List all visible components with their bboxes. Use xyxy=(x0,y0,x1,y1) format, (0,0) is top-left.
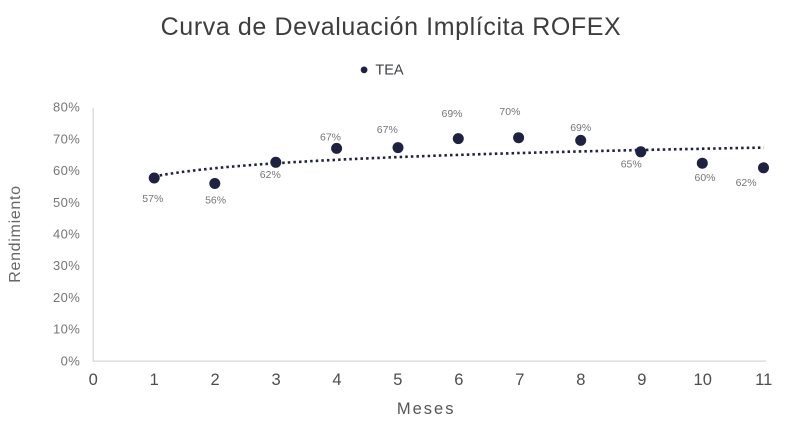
svg-text:6: 6 xyxy=(454,371,463,389)
svg-text:70%: 70% xyxy=(53,131,80,146)
svg-text:0: 0 xyxy=(89,371,98,389)
svg-text:9: 9 xyxy=(637,371,646,389)
svg-text:2: 2 xyxy=(211,371,220,389)
svg-text:60%: 60% xyxy=(53,163,80,178)
svg-text:11: 11 xyxy=(755,371,772,389)
svg-text:40%: 40% xyxy=(53,227,80,242)
svg-text:10: 10 xyxy=(694,371,712,389)
svg-text:Curva de Devaluación Implícita: Curva de Devaluación Implícita ROFEX xyxy=(161,13,622,41)
svg-text:62%: 62% xyxy=(736,177,757,189)
svg-text:Rendimiento: Rendimiento xyxy=(7,185,24,283)
svg-text:80%: 80% xyxy=(53,100,80,115)
svg-text:3: 3 xyxy=(272,371,281,389)
svg-text:67%: 67% xyxy=(377,124,398,136)
svg-text:69%: 69% xyxy=(441,108,462,120)
svg-text:67%: 67% xyxy=(320,131,341,143)
svg-text:50%: 50% xyxy=(53,195,80,210)
svg-text:4: 4 xyxy=(332,371,341,389)
svg-text:57%: 57% xyxy=(142,193,163,205)
svg-text:65%: 65% xyxy=(621,159,642,171)
svg-text:20%: 20% xyxy=(53,290,80,305)
svg-text:70%: 70% xyxy=(499,106,520,118)
svg-text:7: 7 xyxy=(515,371,524,389)
svg-text:69%: 69% xyxy=(570,122,591,134)
svg-text:10%: 10% xyxy=(53,322,80,337)
svg-text:TEA: TEA xyxy=(375,62,404,78)
svg-text:0%: 0% xyxy=(61,353,81,368)
svg-text:5: 5 xyxy=(393,371,402,389)
svg-text:30%: 30% xyxy=(53,258,80,273)
svg-text:1: 1 xyxy=(150,371,159,389)
svg-text:60%: 60% xyxy=(694,172,715,184)
svg-text:62%: 62% xyxy=(260,169,281,181)
svg-text:56%: 56% xyxy=(205,194,226,206)
svg-text:Meses: Meses xyxy=(397,400,456,418)
svg-text:8: 8 xyxy=(576,371,585,389)
